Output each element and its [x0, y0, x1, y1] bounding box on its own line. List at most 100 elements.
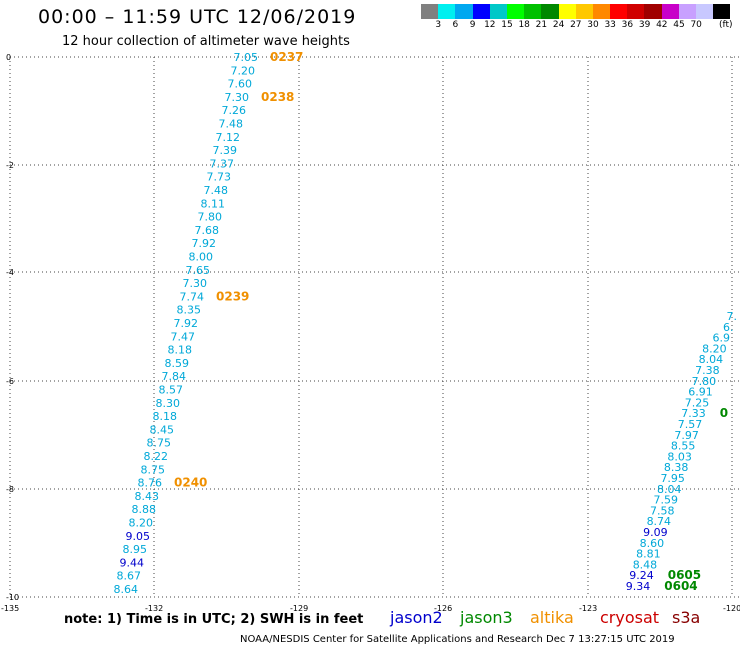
wave-height-value: 9.09 [643, 526, 668, 539]
wave-height-value: 7.95 [660, 472, 685, 485]
credit-line: NOAA/NESDIS Center for Satellite Applica… [240, 634, 675, 645]
legend-s3a: s3a [672, 608, 701, 627]
wave-height-value: 9.34 [626, 580, 651, 593]
legend-cryosat: cryosat [600, 608, 660, 627]
wave-height-value: 8.64 [114, 583, 139, 596]
longitude-label: -120 [723, 604, 740, 613]
wave-height-value: 7.80 [198, 211, 223, 224]
wave-height-value: 7. [727, 310, 738, 323]
legend-jason3: jason3 [460, 608, 513, 627]
scale-tick-label: 45 [673, 20, 685, 30]
pass-time-label: 0240 [174, 476, 207, 490]
latitude-label: -8 [6, 485, 14, 494]
scale-swatch [592, 4, 611, 19]
color-scale-unit: (ft) [719, 20, 733, 30]
wave-height-value: 8.88 [132, 503, 157, 516]
wave-height-value: 7.97 [674, 429, 699, 442]
latitude-label: -4 [6, 268, 14, 277]
wave-height-value: 7.73 [207, 171, 232, 184]
wave-height-value: 8.60 [640, 537, 665, 550]
wave-height-value: 8.20 [129, 517, 154, 530]
wave-height-value: 7.92 [174, 317, 199, 330]
wave-height-value: 7.39 [213, 144, 238, 157]
wave-height-value: 8.59 [165, 357, 190, 370]
wave-height-color-scale: (ft) 3 6 9 12 15 18 21 24 27 30 33 36 39 42 45 70 [421, 4, 733, 33]
wave-height-value: 7.26 [222, 104, 247, 117]
scale-swatch [472, 4, 490, 19]
legend-jason2: jason2 [390, 608, 443, 627]
scale-swatch [627, 4, 645, 19]
map-subtitle: 12 hour collection of altimeter wave hei… [62, 34, 350, 49]
wave-height-value: 9.44 [120, 556, 145, 569]
scale-tick-label: 70 [690, 20, 702, 30]
wave-height-value: 8.30 [156, 397, 181, 410]
wave-height-value: 7.92 [192, 237, 217, 250]
pass-time-label: 0605 [668, 568, 701, 582]
scale-tick-label: 33 [604, 20, 616, 30]
legend-altika: altika [530, 608, 574, 627]
scale-tick-label: 36 [621, 20, 634, 30]
wave-height-value: 8.43 [135, 490, 160, 503]
wave-height-value: 8.67 [117, 570, 142, 583]
longitude-label: -135 [1, 604, 19, 613]
wave-height-value: 8.18 [153, 410, 178, 423]
wave-height-value: 7.20 [231, 64, 256, 77]
scale-tick-label: 27 [570, 20, 582, 30]
wave-height-value: 8.18 [168, 344, 193, 357]
wave-height-value: 7.80 [692, 375, 717, 388]
wave-height-value: 8.35 [177, 304, 202, 317]
wave-height-value: 8.95 [123, 543, 148, 556]
pass-time-label: 0604 [664, 579, 697, 593]
wave-height-value: 7.57 [678, 418, 703, 431]
latitude-label: 0 [6, 53, 11, 62]
wave-height-value: 7.65 [186, 264, 211, 277]
pass-time-label: 0 [720, 406, 728, 420]
scale-swatch [713, 4, 731, 19]
scale-swatch [524, 4, 542, 19]
scale-swatch [421, 4, 439, 19]
wave-height-value: 8.75 [147, 437, 172, 450]
scale-tick-label: 18 [518, 20, 530, 30]
wave-height-value: 9.24 [629, 569, 654, 582]
wave-height-value: 7.25 [685, 396, 710, 409]
scale-tick-label: 6 [452, 20, 459, 30]
wave-height-value: 9.05 [126, 530, 151, 543]
wave-height-value: 8.04 [699, 353, 724, 366]
map-title: 00:00 – 11:59 UTC 12/06/2019 [38, 6, 357, 28]
scale-swatch [696, 4, 714, 19]
scale-tick-label: 21 [535, 20, 548, 30]
wave-height-value: 8.48 [633, 558, 658, 571]
wave-height-value: 8.38 [664, 461, 689, 474]
scale-swatch [644, 4, 662, 19]
scale-swatch [489, 4, 507, 19]
scale-swatch [678, 4, 696, 19]
wave-height-value: 7.48 [219, 118, 244, 131]
scale-swatch [661, 4, 679, 19]
wave-height-value: 6. [723, 321, 734, 334]
scale-swatch [506, 4, 525, 19]
longitude-label: -126 [434, 604, 452, 613]
wave-height-value: 8.81 [636, 548, 661, 561]
wave-height-value: 8.74 [647, 515, 672, 528]
longitude-label: -129 [290, 604, 308, 613]
scale-tick-label: 3 [435, 20, 442, 30]
color-scale-ticks: (ft) 3 6 9 12 15 18 21 24 27 30 33 36 39 42 45 70 [421, 19, 733, 33]
scale-swatch [438, 4, 456, 19]
wave-height-value: 8.75 [141, 463, 166, 476]
wave-height-value: 7.30 [183, 277, 208, 290]
wave-height-value: 6.9 [713, 332, 731, 345]
wave-height-value: 7.12 [216, 131, 241, 144]
scale-tick-label: 9 [469, 20, 476, 30]
wave-height-value: 6.91 [688, 386, 713, 399]
wave-height-value: 8.03 [667, 450, 692, 463]
scale-tick-label: 15 [501, 20, 513, 30]
wave-height-value: 8.22 [144, 450, 169, 463]
wave-height-value: 7.37 [210, 157, 235, 170]
pass-time-label: 0239 [216, 289, 249, 303]
latitude-label: -10 [6, 593, 19, 602]
wave-height-value: 7.05 [234, 51, 259, 64]
wave-height-value: 8.55 [671, 440, 696, 453]
wave-height-value: 8.76 [138, 477, 163, 490]
wave-height-value: 7.48 [204, 184, 229, 197]
